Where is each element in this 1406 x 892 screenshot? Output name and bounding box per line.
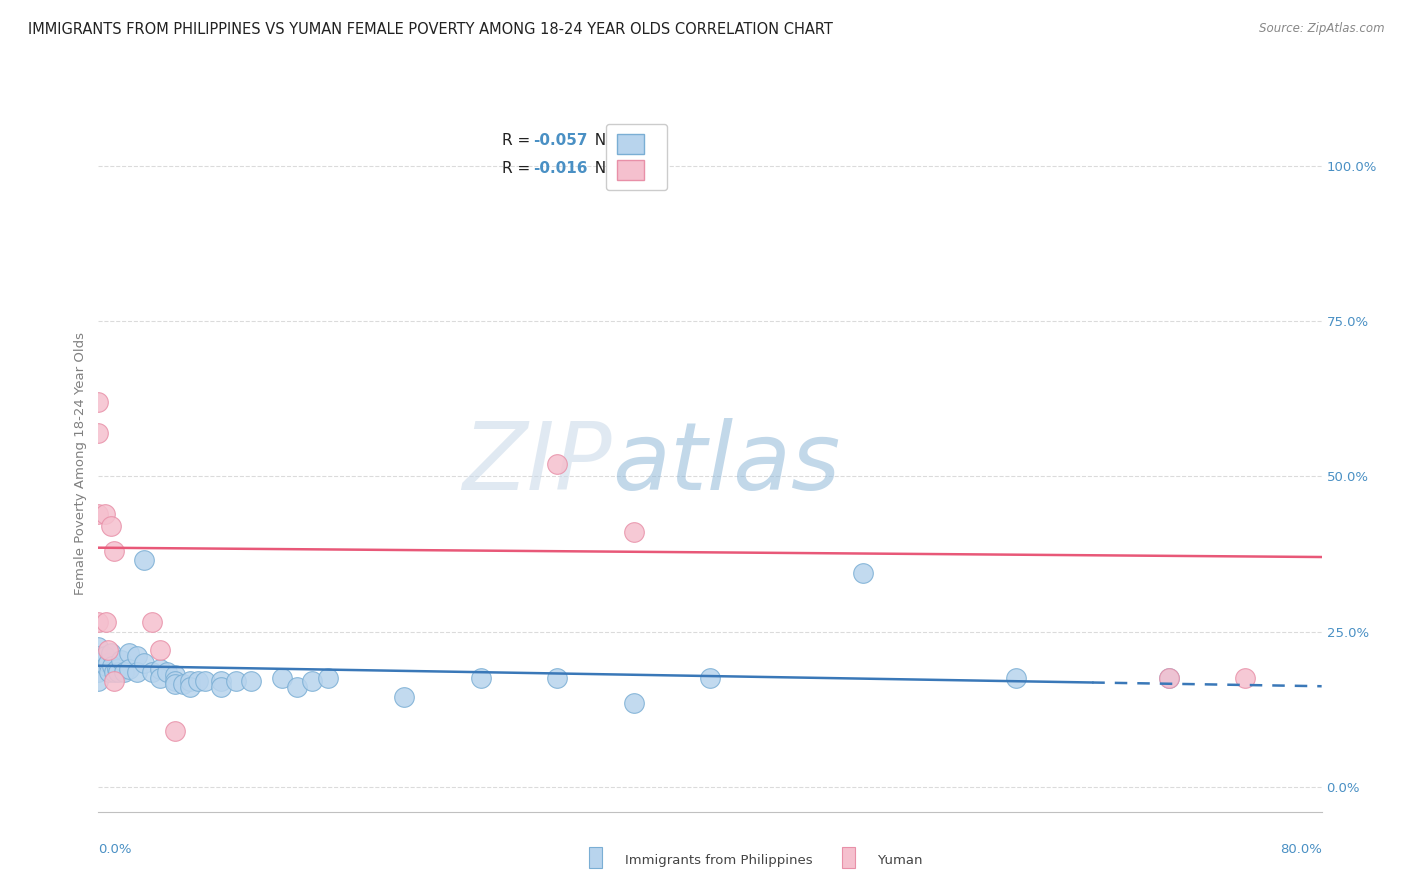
Point [149, 643, 172, 657]
Point [87, 649, 110, 664]
Text: Source: ZipAtlas.com: Source: ZipAtlas.com [1260, 22, 1385, 36]
Point [470, 671, 492, 685]
Point [623, 525, 645, 540]
Point [93, 507, 115, 521]
Point [94, 658, 117, 673]
Text: N =: N = [585, 134, 628, 148]
Point [163, 723, 186, 738]
Point [187, 674, 209, 689]
Point [87, 656, 110, 670]
Point [118, 662, 141, 676]
Text: atlas: atlas [612, 418, 841, 509]
Point [163, 677, 186, 691]
Point [240, 674, 263, 689]
Text: -0.016: -0.016 [533, 161, 588, 177]
Text: IMMIGRANTS FROM PHILIPPINES VS YUMAN FEMALE POVERTY AMONG 18-24 YEAR OLDS CORREL: IMMIGRANTS FROM PHILIPPINES VS YUMAN FEM… [28, 22, 832, 37]
Point [87, 615, 110, 630]
Point [134, 553, 156, 567]
Point [87, 394, 110, 409]
Point [93, 649, 115, 664]
Point [105, 662, 128, 676]
Point [87, 674, 110, 689]
Point [623, 696, 645, 710]
Point [87, 425, 110, 440]
Point [225, 674, 247, 689]
Point [103, 543, 125, 558]
Point [392, 690, 416, 704]
Point [163, 674, 186, 689]
Point [118, 646, 141, 660]
Point [100, 519, 122, 533]
Text: Yuman: Yuman [844, 854, 922, 867]
Point [141, 665, 163, 679]
Point [149, 671, 172, 685]
Text: N =: N = [585, 161, 628, 177]
Point [156, 665, 179, 679]
Text: R =: R = [502, 161, 536, 177]
Point [110, 652, 132, 666]
Point [1157, 671, 1180, 685]
Point [125, 665, 148, 679]
Point [103, 674, 125, 689]
Point [1157, 671, 1180, 685]
Point [87, 665, 110, 679]
Point [699, 671, 721, 685]
Text: -0.057: -0.057 [533, 134, 588, 148]
Point [285, 681, 308, 695]
Point [94, 615, 117, 630]
Point [194, 674, 217, 689]
Text: 50: 50 [627, 134, 648, 148]
Point [1004, 671, 1026, 685]
Text: 80.0%: 80.0% [1279, 843, 1322, 856]
Point [125, 649, 148, 664]
Text: ZIP: ZIP [463, 418, 612, 509]
Point [149, 662, 172, 676]
Point [301, 674, 323, 689]
Point [852, 566, 875, 580]
Point [97, 656, 120, 670]
Point [87, 507, 110, 521]
Point [98, 665, 121, 679]
Point [97, 643, 120, 657]
Text: R =: R = [502, 134, 536, 148]
Text: 0.0%: 0.0% [98, 843, 132, 856]
Point [179, 674, 201, 689]
Text: 17: 17 [627, 161, 654, 177]
Point [163, 668, 186, 682]
Y-axis label: Female Poverty Among 18-24 Year Olds: Female Poverty Among 18-24 Year Olds [75, 333, 87, 595]
Point [101, 658, 124, 673]
Point [209, 681, 232, 695]
Point [546, 671, 568, 685]
Point [87, 640, 110, 654]
Point [107, 665, 129, 679]
Point [270, 671, 292, 685]
Point [112, 665, 135, 679]
Point [179, 681, 201, 695]
Text: Immigrants from Philippines: Immigrants from Philippines [591, 854, 813, 867]
Point [546, 457, 568, 471]
Point [141, 615, 163, 630]
Point [316, 671, 339, 685]
Point [100, 646, 122, 660]
Point [103, 665, 125, 679]
Point [172, 677, 194, 691]
Legend: , : , [606, 124, 668, 190]
Point [134, 656, 156, 670]
Point [1234, 671, 1257, 685]
Point [209, 674, 232, 689]
